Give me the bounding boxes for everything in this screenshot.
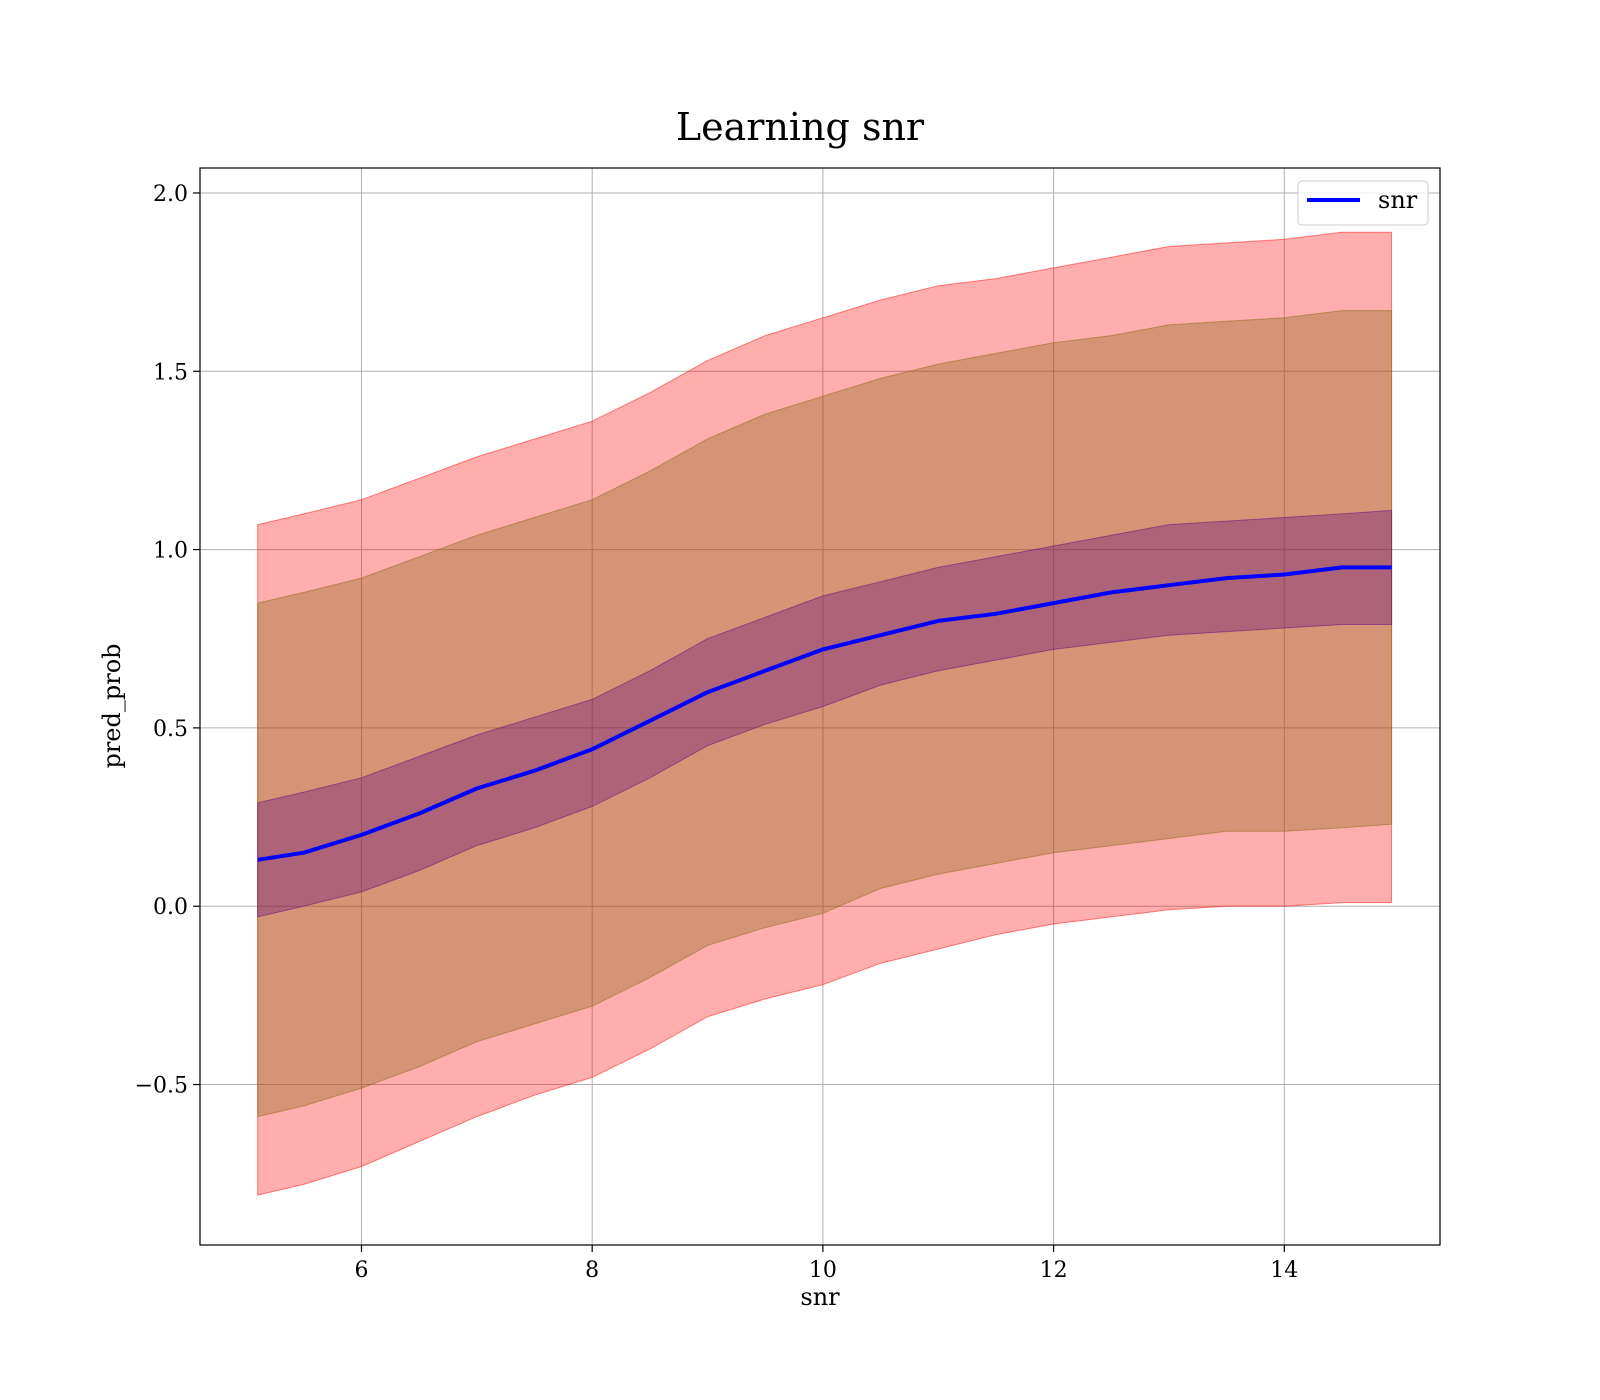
plot-area <box>199 167 1441 1246</box>
x-axis-label: snr <box>800 1283 840 1311</box>
series-lines <box>257 565 1392 862</box>
grid <box>200 168 1440 1245</box>
x-tick-label: 10 <box>809 1258 837 1283</box>
y-tick-label: 1.0 <box>153 539 188 564</box>
y-tick-label: 1.5 <box>153 360 188 385</box>
plot-background <box>200 168 1440 1245</box>
y-tick-label: 0.5 <box>153 717 188 742</box>
legend-box <box>1297 180 1429 226</box>
x-tick-label: 12 <box>1040 1258 1068 1283</box>
y-axis-label: pred_prob <box>98 643 126 768</box>
legend-label: snr <box>1378 186 1418 214</box>
chart-title: Learning snr <box>676 105 925 149</box>
y-tick-label: 2.0 <box>153 182 188 207</box>
confidence-bands <box>257 231 1393 1196</box>
y-tick-label: −0.5 <box>135 1074 188 1099</box>
y-tick-label: 0.0 <box>153 895 188 920</box>
x-axis-ticks: 6 8 10 12 14 <box>354 1245 1298 1283</box>
x-tick-label: 14 <box>1270 1258 1298 1283</box>
x-tick-label: 8 <box>585 1258 599 1283</box>
confidence-band-1 <box>257 231 1393 1196</box>
legend: snr <box>1297 180 1429 226</box>
confidence-band-2 <box>257 310 1393 1118</box>
x-tick-label: 6 <box>354 1258 368 1283</box>
plot-frame <box>199 167 1441 1246</box>
confidence-band-3 <box>257 509 1393 918</box>
y-axis-ticks: −0.5 0.0 0.5 1.0 1.5 2.0 <box>135 182 200 1099</box>
series-line-snr <box>257 565 1392 862</box>
